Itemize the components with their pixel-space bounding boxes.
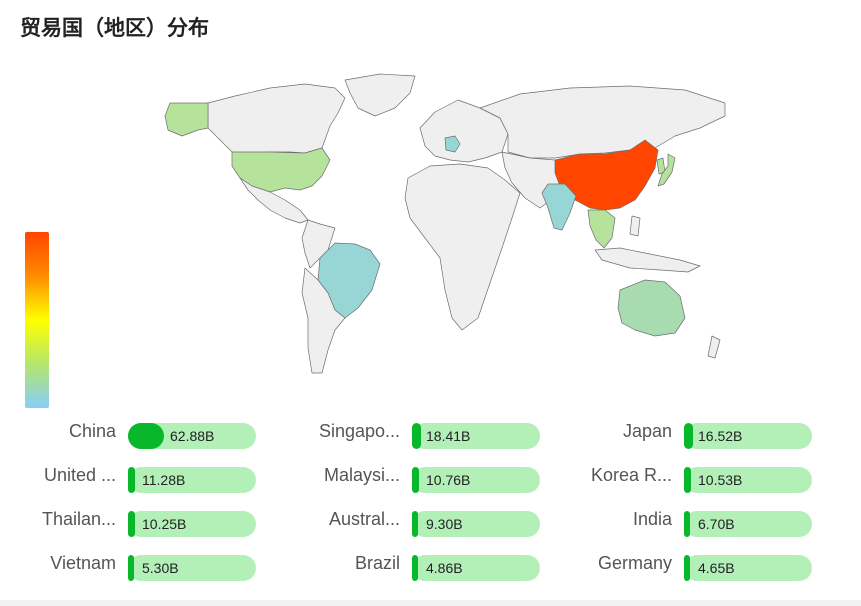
ranking-bar-fill — [412, 511, 418, 537]
ranking-value-label: 5.30B — [142, 560, 179, 576]
ranking-bar-track: 6.70B — [684, 511, 812, 537]
ranking-bar-track: 18.41B — [412, 423, 540, 449]
ranking-item[interactable]: Brazil 4.86B — [290, 552, 540, 581]
map-region-canada[interactable] — [207, 83, 346, 154]
ranking-bar-fill — [412, 555, 418, 581]
ranking-value-label: 11.28B — [142, 472, 186, 488]
map-region-philippines[interactable] — [629, 215, 641, 237]
map-region-india[interactable] — [541, 183, 577, 231]
ranking-value-label: 62.88B — [170, 428, 215, 444]
ranking-bar-track: 10.25B — [128, 511, 256, 537]
ranking-value-label: 4.86B — [426, 560, 463, 576]
ranking-bar-track: 9.30B — [412, 511, 540, 537]
ranking-bar-fill — [684, 555, 690, 581]
ranking-country-name: United ... — [43, 465, 116, 485]
world-map — [164, 73, 726, 374]
ranking-country-name: Malaysi... — [323, 465, 400, 485]
ranking-item[interactable]: Vietnam 5.30B — [6, 552, 256, 581]
ranking-value-label: 10.76B — [426, 472, 471, 488]
map-region-alaska[interactable] — [164, 102, 209, 137]
ranking-item[interactable]: Korea R... 10.53B — [562, 464, 812, 493]
ranking-bar-fill — [128, 511, 135, 537]
ranking-value-label: 18.41B — [426, 428, 471, 444]
ranking-country-name: Thailan... — [41, 509, 116, 529]
ranking-item[interactable]: Japan 16.52B — [562, 420, 812, 449]
ranking-bar-fill — [128, 423, 164, 449]
ranking-country-name: Korea R... — [590, 465, 672, 485]
ranking-country-name: India — [632, 509, 672, 529]
ranking-bar-track: 62.88B — [128, 423, 256, 449]
map-region-south-south-america[interactable] — [301, 267, 346, 374]
map-region-africa[interactable] — [404, 163, 521, 331]
map-region-mexico[interactable] — [239, 177, 309, 224]
ranking-value-label: 9.30B — [426, 516, 463, 532]
map-region-indonesia[interactable] — [594, 247, 701, 273]
ranking-item[interactable]: India 6.70B — [562, 508, 812, 537]
ranking-bar-track: 10.53B — [684, 467, 812, 493]
ranking-bar-fill — [128, 467, 135, 493]
ranking-bar-track: 10.76B — [412, 467, 540, 493]
ranking-value-label: 16.52B — [698, 428, 743, 444]
ranking-bar-fill — [684, 467, 691, 493]
ranking-item[interactable]: Thailan... 10.25B — [6, 508, 256, 537]
ranking-country-name: Germany — [597, 553, 672, 573]
ranking-bar-track: 16.52B — [684, 423, 812, 449]
ranking-bar-track: 4.86B — [412, 555, 540, 581]
page-title: 贸易国（地区）分布 — [20, 17, 209, 40]
map-region-russia[interactable] — [479, 85, 726, 159]
ranking-bar-fill — [412, 467, 419, 493]
ranking-country-name: Brazil — [354, 553, 400, 573]
ranking-item[interactable]: Malaysi... 10.76B — [290, 464, 540, 493]
ranking-bar-fill — [684, 423, 693, 449]
map-region-new-zealand[interactable] — [707, 335, 721, 359]
ranking-bar-track: 4.65B — [684, 555, 812, 581]
ranking-item[interactable]: China 62.88B — [6, 420, 256, 449]
ranking-country-name: China — [68, 421, 116, 441]
ranking-value-label: 10.53B — [698, 472, 743, 488]
ranking-bar-track: 11.28B — [128, 467, 256, 493]
ranking-country-name: Japan — [622, 421, 672, 441]
ranking-item[interactable]: Austral... 9.30B — [290, 508, 540, 537]
map-region-greenland[interactable] — [344, 73, 416, 117]
ranking-bar-fill — [412, 423, 421, 449]
ranking-country-name: Vietnam — [50, 553, 116, 573]
ranking-bar-track: 5.30B — [128, 555, 256, 581]
ranking-value-label: 10.25B — [142, 516, 187, 532]
ranking-item[interactable]: Germany 4.65B — [562, 552, 812, 581]
map-region-australia[interactable] — [617, 279, 686, 337]
color-scale-legend — [25, 232, 49, 408]
bottom-divider — [0, 600, 861, 606]
ranking-bar-fill — [128, 555, 134, 581]
ranking-country-name: Austral... — [328, 509, 400, 529]
ranking-bar-fill — [684, 511, 690, 537]
ranking-value-label: 6.70B — [698, 516, 735, 532]
map-region-germany[interactable] — [444, 135, 461, 153]
ranking-value-label: 4.65B — [698, 560, 735, 576]
ranking-country-name: Singapo... — [318, 421, 400, 441]
map-region-japan[interactable] — [657, 153, 676, 187]
ranking-item[interactable]: Singapo... 18.41B — [290, 420, 540, 449]
map-region-southeast-asia[interactable] — [587, 209, 616, 249]
ranking-item[interactable]: United ... 11.28B — [6, 464, 256, 493]
